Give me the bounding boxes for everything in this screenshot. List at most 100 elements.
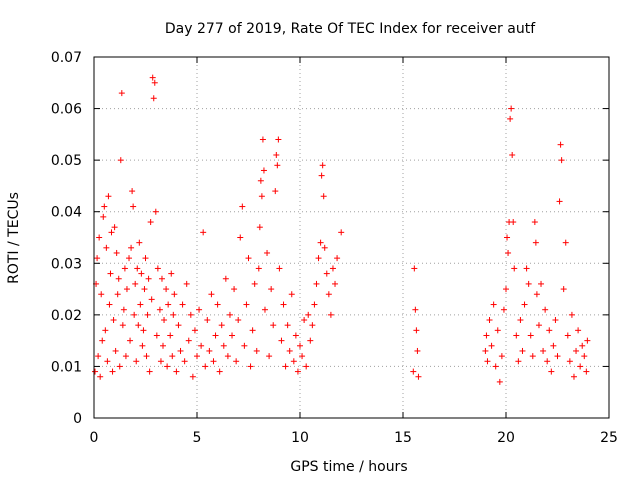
data-point — [414, 347, 421, 354]
data-point — [237, 234, 244, 241]
data-point — [95, 353, 102, 360]
data-point — [131, 311, 138, 318]
data-point — [280, 301, 287, 308]
data-point — [531, 219, 538, 226]
data-point — [99, 337, 106, 344]
data-point — [112, 347, 119, 354]
data-point — [97, 373, 104, 380]
data-point — [196, 306, 203, 313]
data-point — [550, 342, 557, 349]
data-point — [318, 172, 325, 179]
data-point — [255, 265, 262, 272]
data-point — [552, 317, 559, 324]
data-point — [115, 275, 122, 282]
x-tick-label: 5 — [193, 430, 202, 446]
data-point — [529, 353, 536, 360]
data-point — [532, 239, 539, 246]
y-tick-label: 0.07 — [51, 50, 82, 66]
x-axis-label: GPS time / hours — [290, 459, 407, 475]
data-point — [558, 157, 565, 164]
data-point — [152, 208, 159, 215]
x-tick-label: 25 — [600, 430, 618, 446]
data-point — [273, 151, 280, 158]
data-point — [187, 311, 194, 318]
data-point — [143, 353, 150, 360]
data-point — [138, 270, 145, 277]
data-point — [266, 353, 273, 360]
data-point — [164, 363, 171, 370]
data-point — [259, 136, 266, 143]
data-point — [117, 157, 124, 164]
data-point — [171, 291, 178, 298]
data-point — [130, 203, 137, 210]
data-point — [278, 337, 285, 344]
data-point — [108, 229, 115, 236]
data-point — [319, 162, 326, 169]
data-point — [303, 363, 310, 370]
data-point — [114, 291, 121, 298]
data-point — [500, 306, 507, 313]
data-point — [96, 234, 103, 241]
data-point — [145, 275, 152, 282]
data-point — [575, 327, 582, 334]
data-point — [154, 265, 161, 272]
data-point — [258, 193, 265, 200]
data-point — [490, 301, 497, 308]
data-point — [540, 347, 547, 354]
data-point — [577, 363, 584, 370]
data-point — [239, 203, 246, 210]
data-point — [498, 353, 505, 360]
data-point — [413, 327, 420, 334]
data-point — [119, 322, 126, 329]
data-point — [568, 311, 575, 318]
data-point — [579, 342, 586, 349]
y-tick-label: 0.03 — [51, 256, 82, 272]
data-point — [98, 291, 105, 298]
data-point — [560, 286, 567, 293]
data-point — [544, 358, 551, 365]
data-point — [243, 301, 250, 308]
data-point — [94, 255, 101, 262]
y-tick-label: 0.01 — [51, 359, 82, 375]
data-point — [118, 90, 125, 97]
data-point — [253, 347, 260, 354]
data-point — [290, 358, 297, 365]
data-point — [327, 311, 334, 318]
data-point — [521, 301, 528, 308]
data-point — [146, 368, 153, 375]
data-point — [157, 358, 164, 365]
data-points — [92, 74, 591, 385]
data-point — [179, 301, 186, 308]
data-point — [288, 291, 295, 298]
data-point — [494, 327, 501, 334]
data-point — [313, 280, 320, 287]
data-point — [212, 332, 219, 339]
y-tick-labels: 0 0.01 0.02 0.03 0.04 0.05 0.06 0.07 — [51, 50, 82, 427]
data-point — [305, 311, 312, 318]
data-point — [533, 291, 540, 298]
data-point — [102, 327, 109, 334]
data-point — [307, 337, 314, 344]
data-point — [231, 286, 238, 293]
data-point — [218, 322, 225, 329]
data-point — [411, 265, 418, 272]
data-point — [147, 219, 154, 226]
data-point — [483, 332, 490, 339]
data-point — [515, 358, 522, 365]
plot-frame — [93, 56, 610, 419]
data-point — [538, 280, 545, 287]
data-point — [141, 286, 148, 293]
data-point — [153, 332, 160, 339]
data-point — [301, 317, 308, 324]
data-point — [486, 317, 493, 324]
data-point — [323, 270, 330, 277]
data-point — [548, 368, 555, 375]
data-point — [542, 306, 549, 313]
data-point — [504, 234, 511, 241]
data-point — [251, 280, 258, 287]
data-point — [165, 301, 172, 308]
data-point — [276, 265, 283, 272]
y-tick-label: 0 — [73, 411, 82, 427]
